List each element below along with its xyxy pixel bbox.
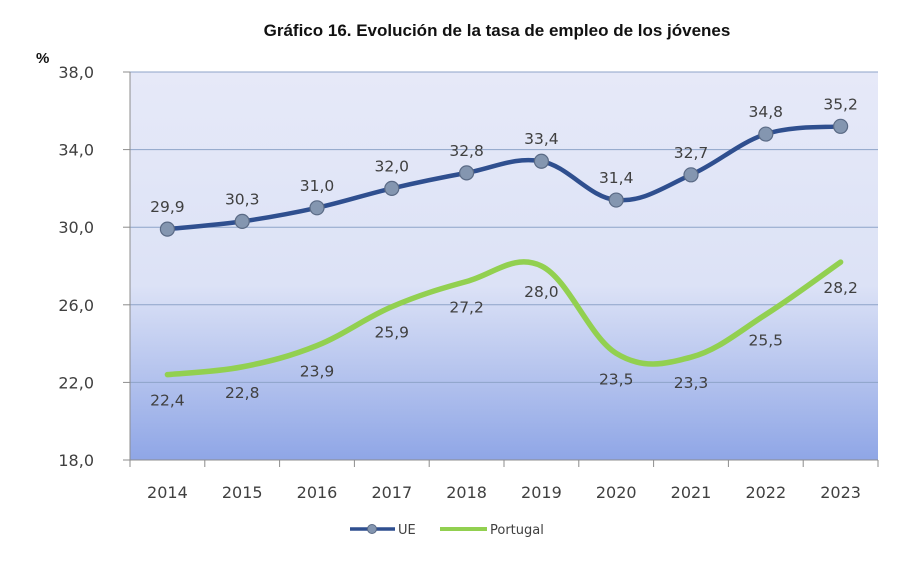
data-label-ue: 34,8: [749, 103, 784, 121]
data-label-ue: 29,9: [150, 198, 185, 216]
data-label-ue: 32,7: [674, 144, 709, 162]
data-label-ue: 30,3: [225, 190, 260, 208]
x-tick-label: 2019: [521, 483, 562, 502]
data-point-ue: [234, 213, 250, 229]
data-label-portugal: 23,5: [599, 370, 634, 388]
legend-label-ue: UE: [398, 523, 416, 538]
data-label-portugal: 28,2: [823, 279, 858, 297]
y-tick-label: 18,0: [58, 451, 94, 470]
x-tick-label: 2016: [297, 483, 338, 502]
chart-title: Gráfico 16. Evolución de la tasa de empl…: [264, 21, 731, 40]
data-point-ue: [384, 180, 400, 196]
data-label-portugal: 25,9: [375, 324, 410, 342]
data-label-ue: 35,2: [823, 95, 858, 113]
y-tick-label: 38,0: [58, 63, 94, 82]
series-line-portugal: [164, 259, 844, 378]
data-label-portugal: 22,4: [150, 392, 185, 410]
data-point-ue: [608, 192, 624, 208]
data-point-ue: [533, 153, 550, 169]
data-label-ue: 32,8: [449, 142, 484, 160]
x-tick-label: 2017: [371, 483, 412, 502]
series-line-ue: [165, 124, 843, 232]
y-tick-label: 30,0: [58, 218, 94, 237]
data-point-ue: [309, 200, 325, 216]
y-axis-unit-label: %: [36, 50, 49, 67]
x-tick-label: 2015: [222, 483, 263, 502]
y-tick-label: 26,0: [58, 296, 94, 315]
x-tick-label: 2023: [820, 483, 861, 502]
data-point-ue: [459, 165, 475, 181]
data-label-portugal: 23,3: [674, 374, 709, 392]
legend-marker-ue: [367, 524, 377, 534]
data-label-portugal: 28,0: [524, 283, 559, 301]
data-label-portugal: 22,8: [225, 384, 260, 402]
x-tick-label: 2014: [147, 483, 188, 502]
data-point-ue: [683, 167, 699, 183]
legend: UE Portugal: [350, 523, 544, 538]
data-label-ue: 32,0: [375, 157, 410, 175]
legend-label-portugal: Portugal: [490, 523, 544, 538]
x-tick-label: 2020: [596, 483, 637, 502]
data-label-ue: 31,4: [599, 169, 634, 187]
data-point-ue: [758, 126, 774, 142]
y-tick-label: 34,0: [58, 141, 94, 160]
data-label-portugal: 25,5: [749, 332, 784, 350]
data-point-ue: [832, 118, 849, 134]
x-tick-label: 2018: [446, 483, 487, 502]
x-tick-label: 2021: [671, 483, 712, 502]
data-point-ue: [159, 221, 175, 237]
data-label-portugal: 27,2: [449, 299, 484, 317]
x-tick-label: 2022: [745, 483, 786, 502]
data-label-portugal: 23,9: [300, 363, 335, 381]
data-label-ue: 33,4: [524, 130, 559, 148]
y-tick-label: 22,0: [58, 373, 94, 392]
data-label-ue: 31,0: [300, 177, 335, 195]
